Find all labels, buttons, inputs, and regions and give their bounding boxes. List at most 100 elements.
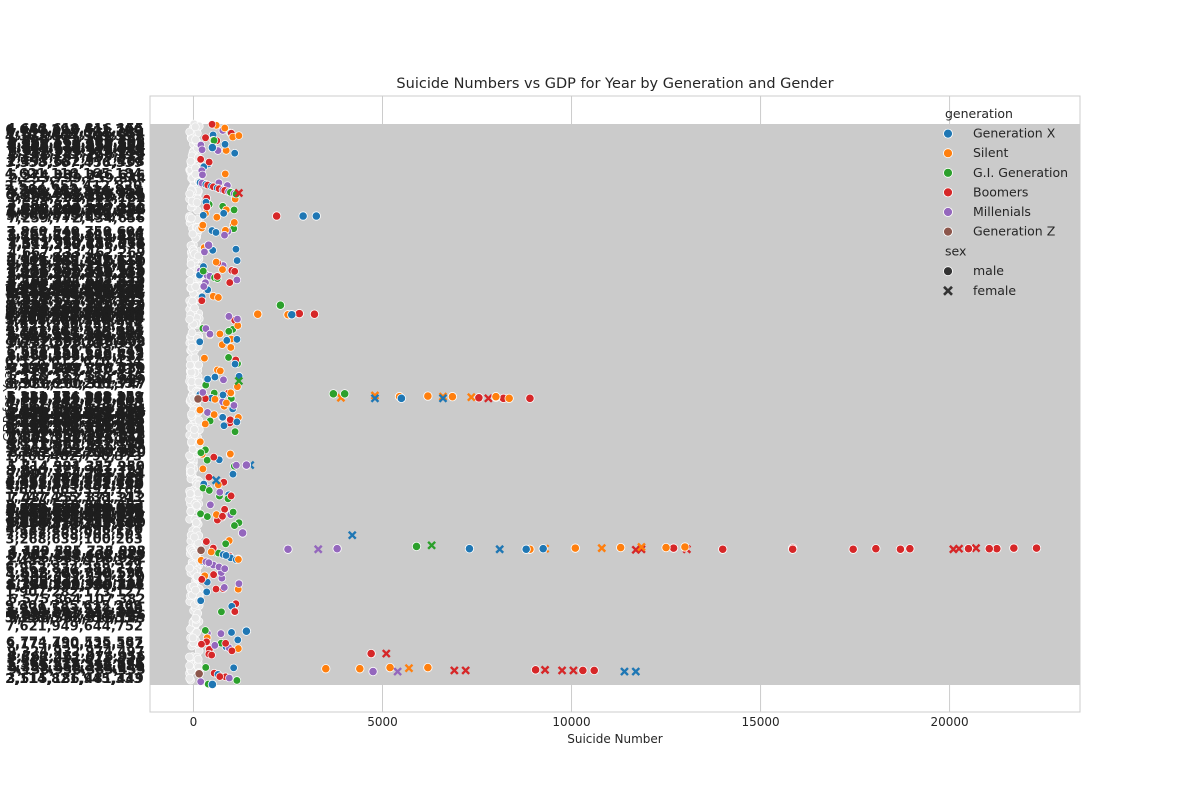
y-tick-label: 8,765,523,509,104	[7, 393, 144, 408]
x-tick-label: 0	[190, 715, 198, 729]
small-value-point	[221, 551, 231, 560]
legend-marker-female	[943, 285, 953, 296]
legend-marker-male	[943, 266, 953, 277]
y-tick-label: 1,375,137,212,714	[6, 658, 143, 673]
y-tick-label: 8,152,107,804,889	[8, 373, 145, 388]
small-value-point	[197, 296, 206, 305]
near-zero-point	[187, 409, 196, 419]
legend-entry-label: Generation X	[973, 126, 1056, 141]
data-point-female	[438, 393, 448, 403]
y-tick-label: 1,985,109,225,916	[6, 203, 143, 218]
near-zero-point	[192, 198, 202, 207]
y-tick-label: 6,121,420,989,807	[7, 578, 144, 593]
data-point-male	[680, 542, 690, 552]
y-tick-label: 3,426,880,206,118	[6, 251, 143, 266]
small-value-point	[229, 205, 239, 215]
y-tick-label: 2,846,138,392,524	[8, 141, 145, 156]
legend-entry-label: Generation Z	[973, 224, 1055, 239]
y-tick-label: 5,196,167,409,537	[8, 150, 145, 165]
near-zero-point	[190, 353, 200, 363]
small-value-point	[230, 218, 239, 227]
y-tick-label: 1,747,455,338,343	[5, 490, 142, 505]
y-tick-label: 5,814,581,322,286	[7, 460, 144, 475]
small-value-point	[201, 133, 210, 142]
y-tick-label: 7,591,970,574,550	[5, 399, 142, 414]
data-point-male	[272, 211, 282, 221]
y-tick-label: 6,836,458,615,789	[5, 189, 142, 204]
data-point-male	[321, 664, 331, 674]
data-point-male	[616, 542, 626, 553]
y-tick-label: 1,822,262,894,203	[5, 267, 142, 282]
y-tick-label: 1,460,581,233,928	[8, 544, 145, 559]
small-value-point	[201, 663, 210, 672]
small-value-point	[227, 491, 236, 501]
y-tick-label: 3,411,793,486,471	[8, 238, 145, 253]
near-zero-point	[185, 276, 195, 286]
y-tick-label: 7,476,827,370,751	[8, 362, 145, 377]
y-tick-label: 6,575,864,107,382	[8, 592, 145, 607]
y-tick-label: 3,967,351,508,489	[6, 472, 143, 487]
y-tick-label: 5,747,471,446,355	[5, 287, 142, 302]
y-tick-label: 6,187,769,715,439	[8, 362, 145, 377]
data-point-female	[404, 663, 414, 673]
small-value-point	[217, 607, 226, 617]
y-tick-label: 8,880,377,903,374	[6, 464, 143, 479]
near-zero-point	[185, 652, 194, 662]
y-tick-label: 7,860,540,750,604	[6, 225, 143, 240]
small-value-point	[205, 486, 214, 495]
small-value-point	[224, 327, 233, 336]
y-tick-label: 1,698,246,840,595	[7, 566, 144, 581]
near-zero-point	[185, 360, 195, 370]
near-zero-point	[188, 633, 198, 643]
y-tick-label: 1,907,282,173,127	[5, 586, 142, 601]
small-value-point	[207, 120, 217, 129]
small-value-point	[227, 646, 237, 655]
y-tick-label: 8,757,795,616,867	[7, 228, 144, 243]
small-value-point	[222, 336, 231, 345]
y-tick-label: 1,760,687,811,745	[8, 414, 145, 429]
legend-entry-label: Silent	[973, 145, 1008, 160]
y-tick-label: 1,222,844,273,321	[7, 471, 144, 486]
small-value-point	[210, 641, 219, 650]
y-tick-label: 3,491,701,168,703	[5, 313, 142, 328]
y-tick-label: 9,301,785,615,269	[5, 599, 142, 614]
data-point-female	[393, 667, 402, 676]
data-point-male	[474, 393, 484, 403]
legend-marker-g-i-generation	[943, 167, 953, 178]
small-value-point	[198, 388, 207, 397]
y-tick-label: 9,821,625,854,854	[7, 139, 144, 154]
small-value-point	[195, 337, 204, 346]
y-tick-label: 5,707,424,609,843	[7, 549, 144, 564]
small-value-point	[227, 628, 236, 637]
y-tick-label: 5,811,644,898,290	[7, 422, 144, 437]
y-tick-label: 8,503,630,266,357	[5, 377, 142, 392]
small-value-point	[206, 500, 215, 509]
data-point-male	[366, 648, 376, 659]
small-value-point	[198, 170, 207, 179]
small-value-point	[226, 449, 235, 459]
small-value-point	[220, 140, 230, 149]
legend-hue-title: generation	[945, 106, 1013, 121]
small-value-point	[230, 427, 240, 436]
y-tick-label: 3,564,572,948,975	[6, 656, 143, 671]
y-tick-label: 1,925,679,998,232	[6, 406, 143, 421]
data-point-female	[370, 391, 380, 400]
data-point-male	[538, 544, 548, 554]
small-value-point	[202, 202, 211, 212]
data-point-male	[298, 211, 308, 221]
x-tick-label: 15000	[741, 715, 779, 729]
small-value-point	[234, 579, 244, 588]
y-tick-label: 7,706,814,145,111	[7, 574, 144, 589]
y-tick-label: 1,217,237,776,216	[8, 147, 145, 162]
data-point-male	[871, 544, 881, 554]
data-point-female	[557, 666, 567, 675]
y-tick-label: 9,324,932,974,497	[7, 645, 144, 660]
y-tick-label: 9,816,585,610,304	[7, 504, 144, 519]
small-value-point	[229, 663, 238, 672]
data-point-male	[311, 211, 321, 221]
small-value-point	[215, 672, 224, 681]
data-point-female	[484, 393, 493, 403]
near-zero-point	[185, 489, 195, 498]
data-point-male	[992, 544, 1002, 554]
